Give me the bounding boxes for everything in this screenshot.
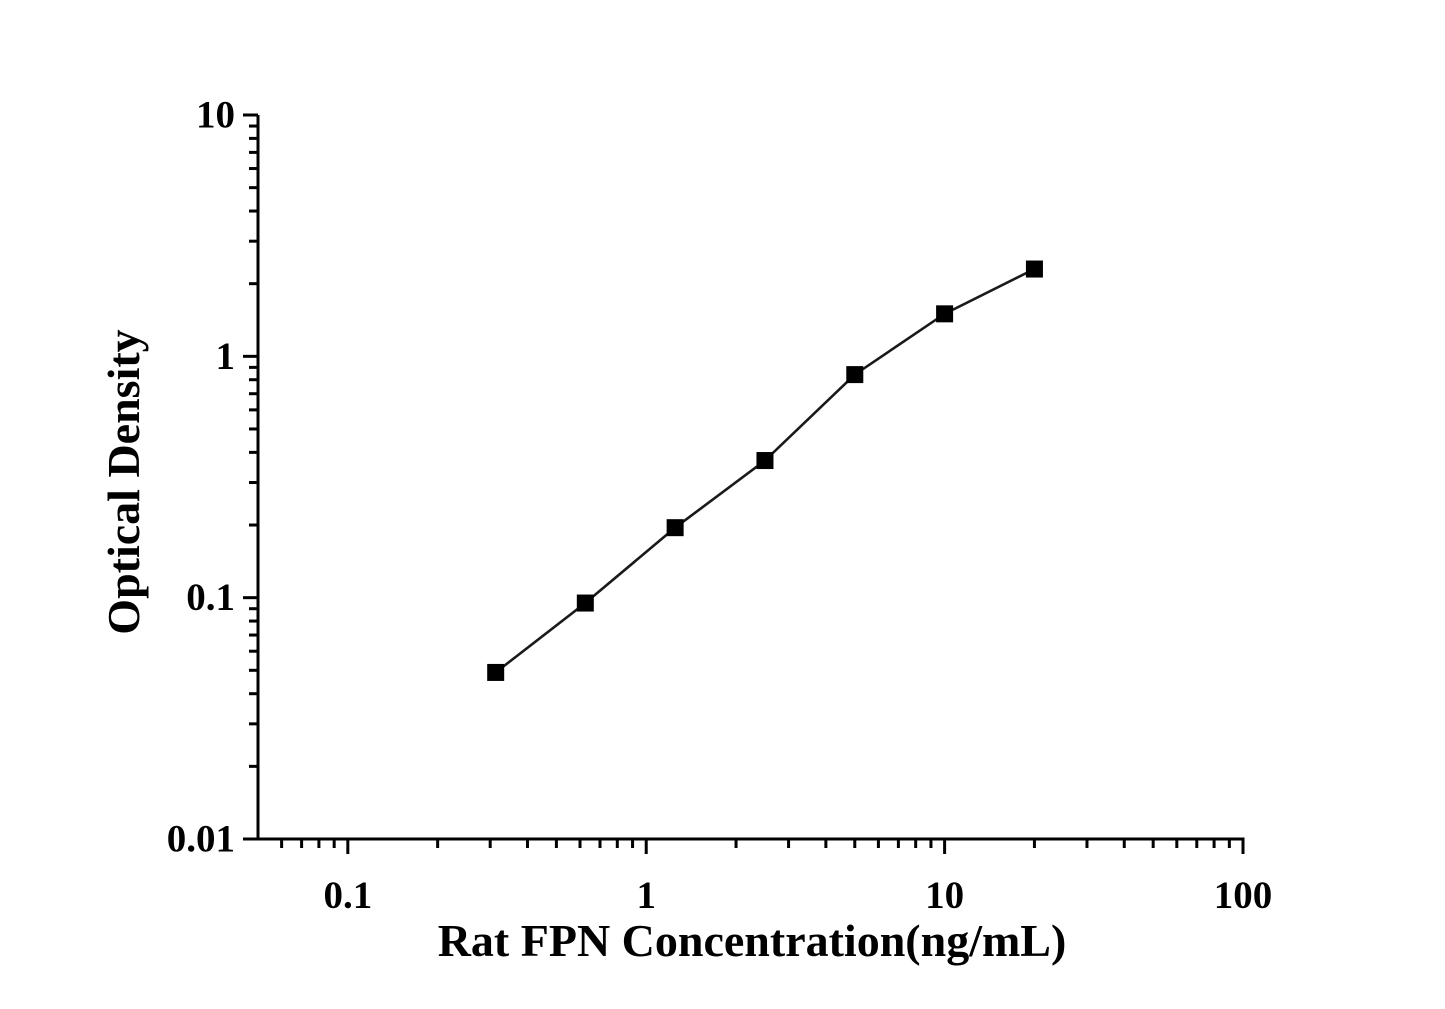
data-point-marker xyxy=(846,366,864,384)
series-markers xyxy=(487,260,1043,681)
data-point-marker xyxy=(936,305,954,323)
x-tick-label: 0.1 xyxy=(323,874,372,917)
data-point-marker xyxy=(487,663,505,681)
x-axis-title: Rat FPN Concentration(ng/mL) xyxy=(437,915,1067,966)
x-tick-label: 100 xyxy=(1214,874,1273,917)
y-tick-label: 0.1 xyxy=(186,576,235,619)
y-tick-label: 0.01 xyxy=(167,818,235,861)
series-line xyxy=(494,267,1036,674)
y-tick-label: 1 xyxy=(216,335,236,378)
y-tick-label: 10 xyxy=(196,94,235,137)
y-axis-title: Optical Density xyxy=(98,329,149,635)
data-point-marker xyxy=(576,594,594,612)
data-point-marker xyxy=(1025,260,1043,278)
data-point-marker xyxy=(756,452,774,470)
x-tick-labels: 0.1 1 10 100 xyxy=(323,874,1272,917)
x-axis-ticks xyxy=(280,839,1245,854)
y-axis-ticks xyxy=(243,113,258,841)
x-tick-label: 10 xyxy=(925,874,964,917)
data-point-marker xyxy=(666,519,684,537)
x-tick-label: 1 xyxy=(636,874,656,917)
y-tick-labels: 0.01 0.1 1 10 xyxy=(167,94,235,861)
